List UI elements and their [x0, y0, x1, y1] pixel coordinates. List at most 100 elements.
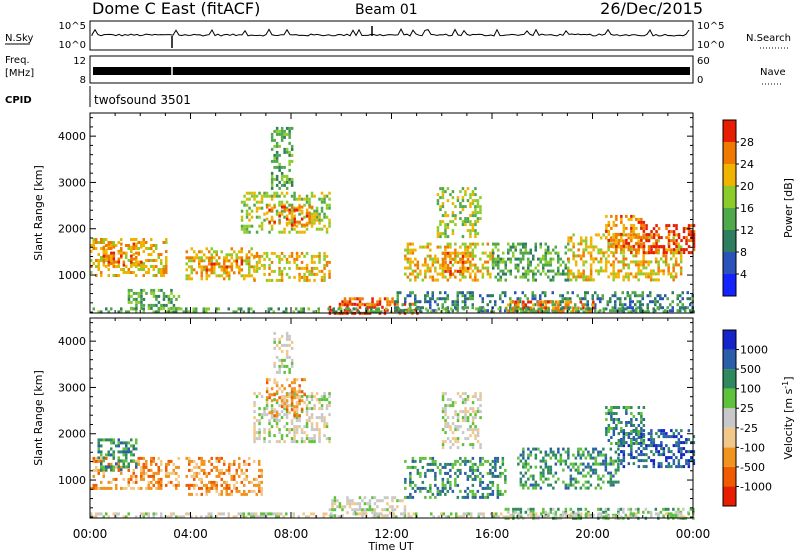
- data-cell: [318, 401, 321, 405]
- data-cell: [572, 272, 575, 276]
- data-cell: [642, 459, 646, 463]
- data-cell: [120, 254, 123, 258]
- data-cell: [687, 230, 691, 234]
- data-cell: [218, 256, 221, 260]
- data-cell: [298, 230, 301, 234]
- data-cell: [657, 512, 660, 516]
- data-cell: [634, 254, 638, 258]
- data-cell: [456, 309, 459, 313]
- data-cell: [620, 220, 623, 224]
- data-cell: [446, 251, 450, 255]
- data-cell: [649, 278, 653, 282]
- data-cell: [479, 257, 482, 261]
- data-cell: [622, 242, 625, 246]
- data-cell: [670, 456, 673, 460]
- data-cell: [436, 297, 439, 301]
- data-cell: [479, 462, 482, 466]
- data-region-7: [404, 456, 507, 499]
- data-cell: [218, 262, 221, 266]
- data-cell: [686, 291, 689, 295]
- data-cell: [160, 512, 163, 516]
- data-cell: [142, 465, 145, 469]
- data-cell: [290, 254, 294, 258]
- data-cell: [258, 254, 261, 258]
- data-cell: [660, 432, 663, 436]
- data-cell: [647, 272, 650, 276]
- data-cell: [429, 266, 432, 270]
- data-cell: [564, 300, 568, 304]
- data-cell: [318, 416, 321, 420]
- data-cell: [461, 199, 465, 203]
- data-cell: [230, 262, 234, 266]
- data-cell: [187, 512, 190, 516]
- data-cell: [525, 310, 528, 314]
- data-cell: [305, 395, 309, 399]
- data-cell: [293, 220, 296, 224]
- data-cell: [649, 272, 653, 276]
- data-cell: [285, 206, 289, 210]
- data-cell: [280, 358, 284, 362]
- data-cell: [225, 253, 228, 257]
- data-cell: [454, 242, 457, 246]
- data-cell: [305, 263, 309, 267]
- data-cell: [300, 310, 303, 314]
- data-cell: [270, 159, 274, 163]
- data-cell: [572, 254, 575, 258]
- data-cell: [675, 456, 678, 460]
- data-cell: [275, 343, 279, 347]
- data-cell: [140, 474, 143, 478]
- data-cell: [449, 272, 452, 276]
- data-cell: [557, 447, 560, 451]
- data-cell: [110, 486, 113, 490]
- data-cell: [255, 263, 259, 267]
- data-cell: [305, 197, 309, 201]
- data-cell: [300, 205, 304, 209]
- data-cell: [280, 437, 284, 441]
- data-cell: [607, 220, 611, 224]
- data-cell: [283, 174, 286, 178]
- data-cell: [293, 217, 296, 221]
- data-cell: [280, 275, 284, 279]
- data-cell: [672, 224, 676, 228]
- data-cell: [227, 307, 230, 311]
- data-cell: [577, 254, 580, 258]
- data-cell: [634, 507, 638, 511]
- data-region-11: [617, 429, 696, 469]
- data-cell: [517, 266, 520, 270]
- data-cell: [403, 514, 407, 518]
- data-cell: [469, 214, 472, 218]
- data-cell: [112, 456, 115, 460]
- data-cell: [313, 260, 316, 264]
- data-cell: [532, 307, 535, 311]
- data-cell: [522, 483, 525, 487]
- data-cell: [509, 272, 512, 276]
- data-cell: [635, 515, 638, 519]
- data-cell: [679, 300, 682, 304]
- data-cell: [255, 194, 259, 198]
- data-cell: [474, 242, 477, 246]
- data-cell: [507, 242, 510, 246]
- data-cell: [492, 257, 495, 261]
- data-cell: [145, 265, 148, 268]
- data-cell: [280, 269, 284, 273]
- data-cell: [680, 515, 683, 519]
- data-cell: [152, 303, 156, 307]
- data-cell: [142, 288, 146, 292]
- data-cell: [268, 263, 271, 267]
- data-cell: [494, 456, 497, 460]
- data-cell: [524, 510, 528, 514]
- data-cell: [205, 307, 208, 311]
- data-cell: [160, 468, 163, 472]
- data-cell: [145, 247, 148, 250]
- data-cell: [285, 413, 289, 417]
- data-cell: [499, 489, 502, 493]
- data-cell: [300, 266, 304, 270]
- data-cell: [646, 294, 649, 298]
- data-cell: [323, 197, 326, 201]
- data-cell: [265, 378, 269, 382]
- data-cell: [275, 390, 279, 394]
- data-cell: [313, 437, 316, 441]
- data-cell: [575, 307, 578, 311]
- data-cell: [275, 177, 279, 181]
- data-cell: [471, 242, 475, 246]
